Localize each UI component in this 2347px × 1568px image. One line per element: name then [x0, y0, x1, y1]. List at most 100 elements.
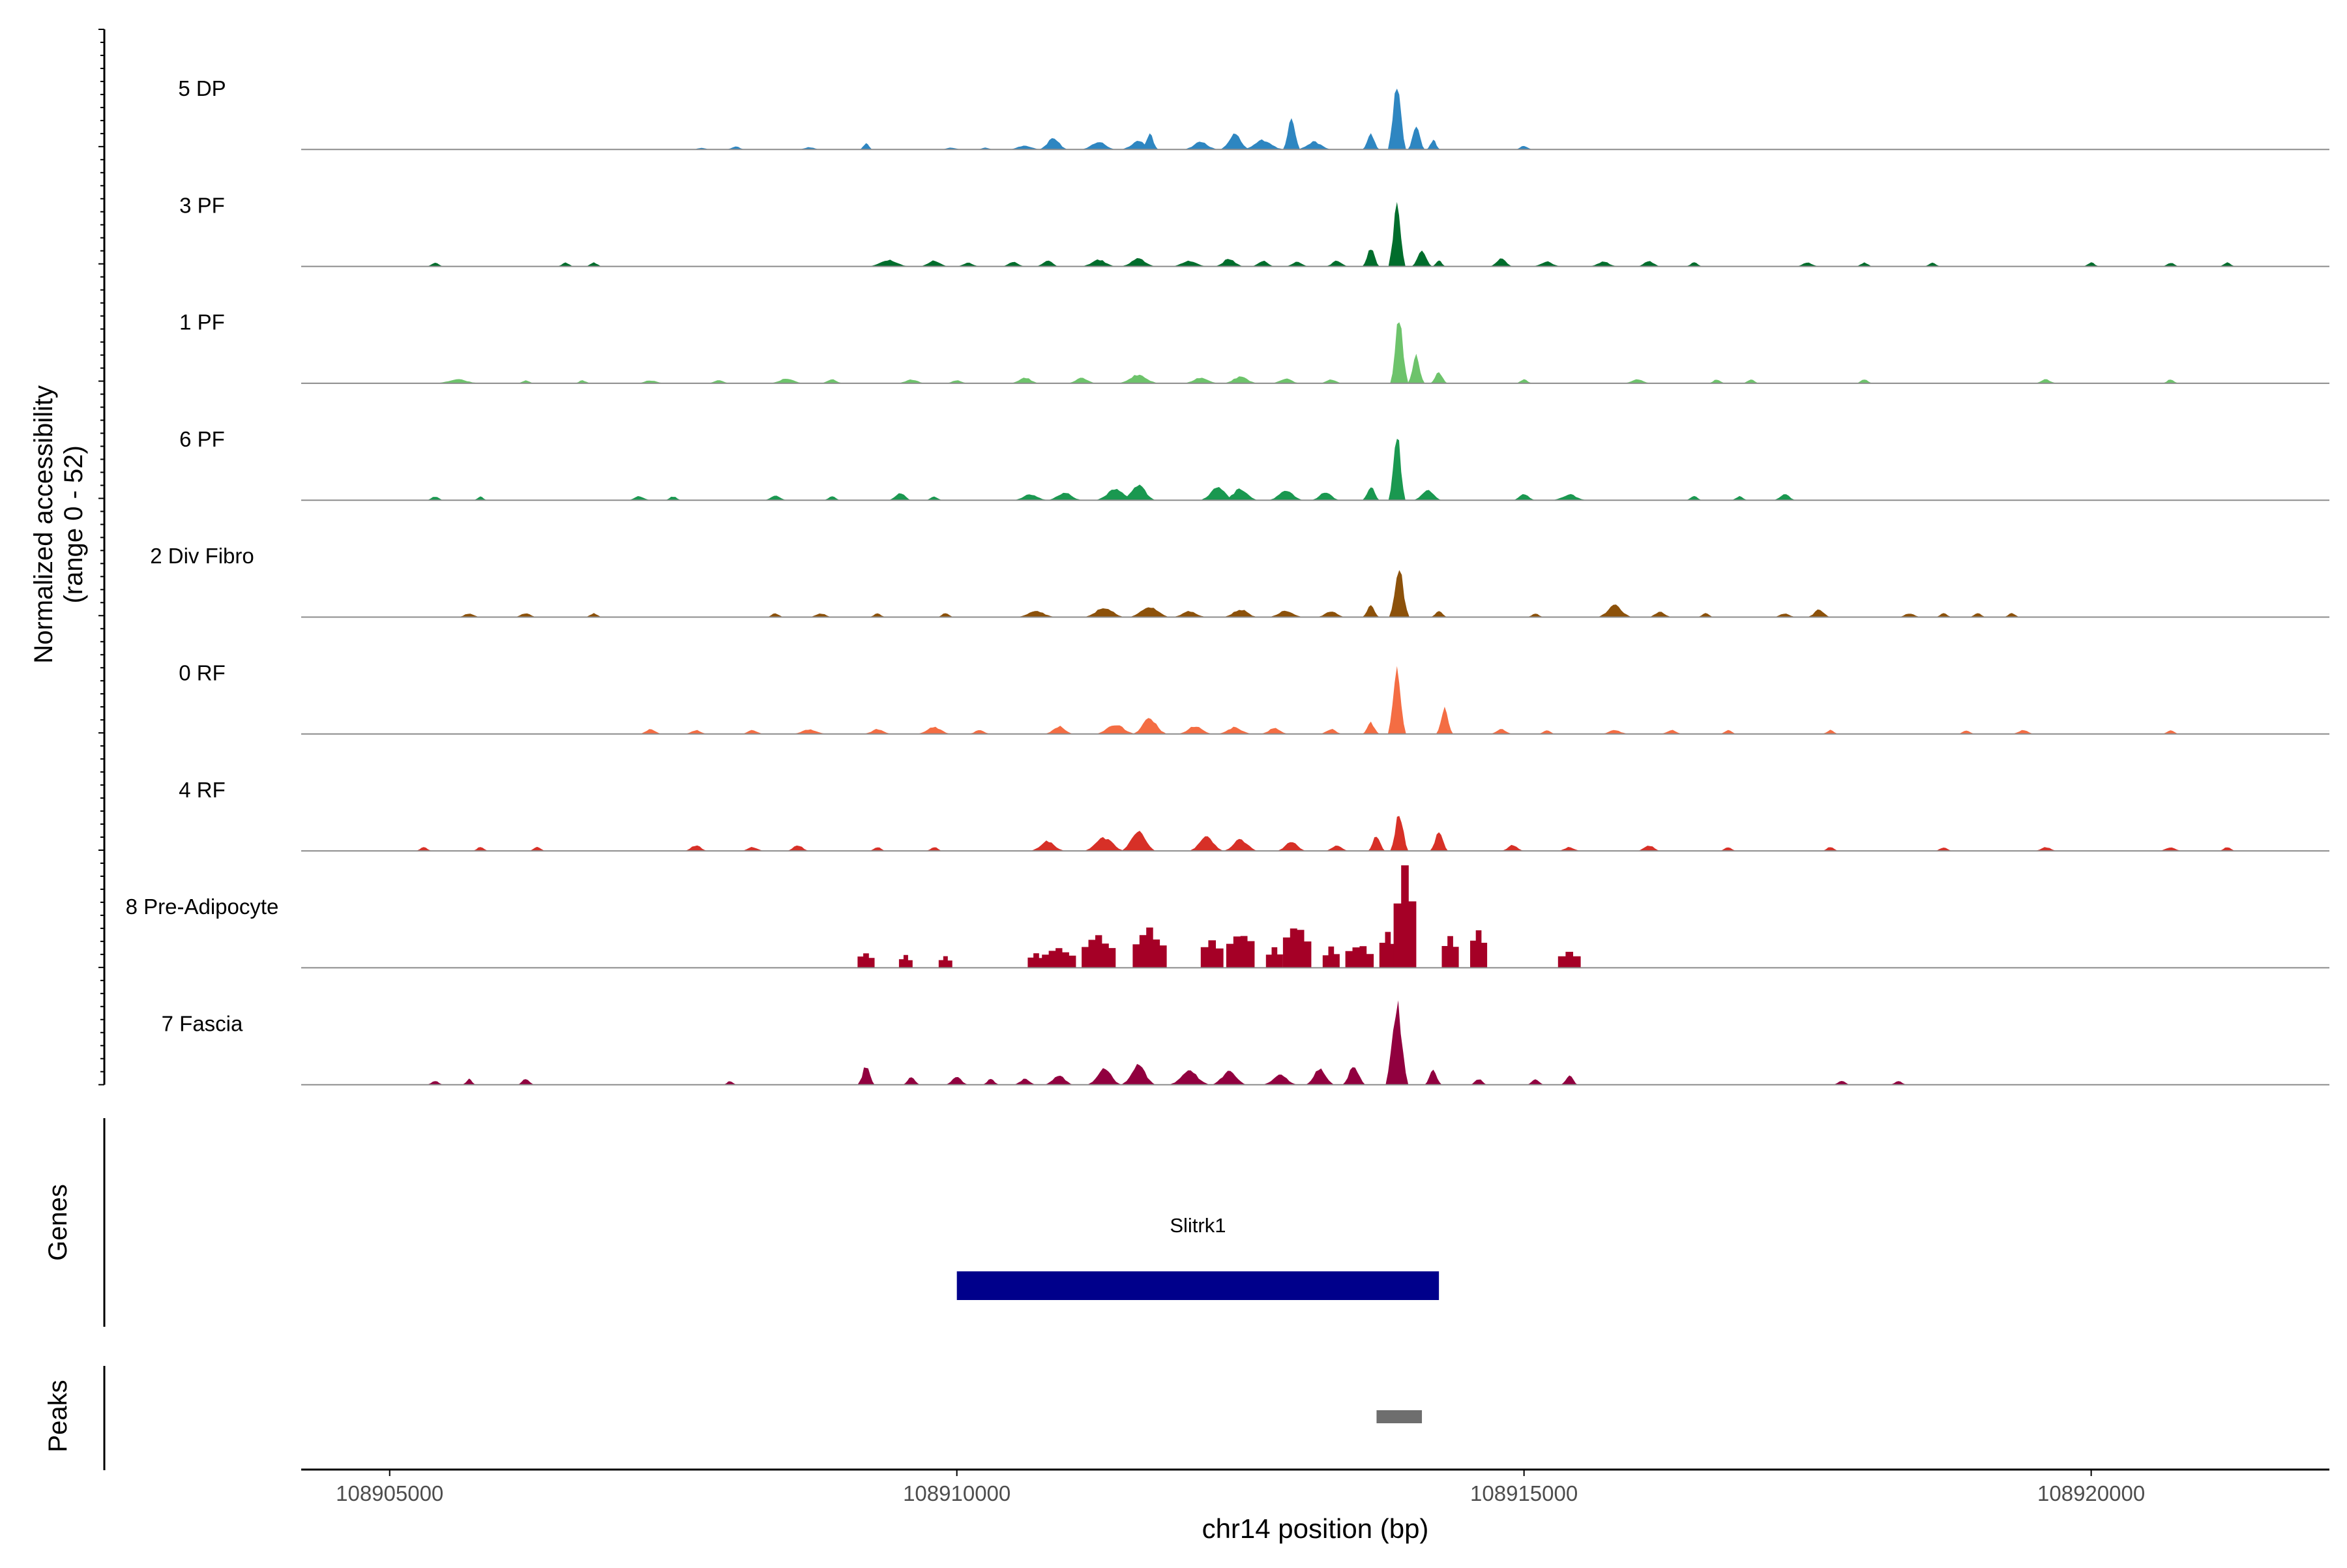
coverage-peak [1362, 721, 1380, 734]
track-4: 6 PF [179, 427, 2329, 501]
coverage-peak [1067, 377, 1096, 383]
coverage-peak [1282, 118, 1300, 150]
coverage-peak [1538, 730, 1556, 734]
coverage-peak [1223, 488, 1258, 501]
coverage-peak [792, 729, 827, 734]
coverage-peak [1390, 322, 1409, 383]
coverage-peak [1260, 728, 1289, 734]
track-7: 4 RF [179, 778, 2329, 852]
x-tick-label: 108905000 [336, 1481, 443, 1505]
coverage-peak [1589, 261, 1618, 267]
coverage-peak [1527, 614, 1544, 617]
coverage-peak [1490, 729, 1513, 734]
coverage-peak [1036, 260, 1059, 267]
coverage-peak [1223, 376, 1258, 383]
coverage-peak [1220, 133, 1249, 150]
coverage-peak [857, 953, 875, 968]
coverage-peak [1320, 729, 1343, 734]
coverage-peak [1935, 613, 1953, 617]
coverage-peak [1362, 133, 1380, 150]
coverage-peak [1217, 726, 1252, 734]
coverage-peak [1924, 262, 1941, 267]
coverage-peak [1637, 261, 1661, 267]
coverage-peak [1822, 847, 1839, 851]
coverage-peak [1121, 258, 1156, 267]
track-label: 4 RF [179, 778, 226, 802]
track-label: 2 Div Fibro [150, 544, 254, 568]
coverage-peak [1082, 259, 1116, 267]
coverage-peak [868, 613, 886, 617]
coverage-peak [1833, 1081, 1850, 1085]
coverage-peak [585, 262, 602, 267]
coverage-peak [1172, 611, 1207, 617]
coverage-peak [1011, 377, 1039, 383]
coverage-peak [1557, 847, 1581, 851]
genes-panel-label: Genes [44, 1184, 72, 1261]
coverage-peak [1393, 865, 1417, 968]
coverage-peak [1223, 838, 1258, 851]
track-label: 5 DP [178, 76, 226, 100]
track-label: 0 RF [179, 661, 226, 685]
coverage-peak [1311, 492, 1340, 501]
coverage-peak [2219, 262, 2236, 267]
coverage-peak [528, 846, 546, 851]
coverage-peak [639, 729, 662, 734]
coverage-peak [1388, 201, 1406, 267]
coverage-peak [1552, 494, 1587, 501]
coverage-peak [1141, 133, 1159, 150]
coverage-peak [1223, 610, 1258, 617]
coverage-peak [458, 614, 480, 617]
coverage-peak [1263, 1074, 1297, 1085]
coverage-peak [1271, 378, 1300, 383]
coverage-peak [1855, 262, 1873, 267]
gene-label: Slitrk1 [1170, 1214, 1226, 1237]
coverage-peak [1305, 1068, 1335, 1085]
coverage-peak [2082, 262, 2100, 267]
coverage-peak [707, 380, 730, 383]
coverage-peak [889, 493, 912, 501]
coverage-peak [1013, 494, 1048, 501]
coverage-peak [1200, 487, 1235, 501]
coverage-peak [685, 845, 707, 851]
coverage-peak [1430, 611, 1448, 617]
coverage-peak [1368, 836, 1385, 851]
coverage-peak [920, 260, 949, 267]
track-label: 8 Pre-Adipocyte [126, 895, 279, 919]
x-tick-label: 108920000 [2037, 1481, 2145, 1505]
track-label: 6 PF [179, 427, 225, 451]
coverage-peak [1430, 372, 1448, 383]
coverage-peak [2034, 379, 2058, 383]
coverage-peak [473, 496, 488, 501]
coverage-peak [769, 379, 804, 383]
coverage-peak [1286, 261, 1309, 267]
coverage-peak [938, 956, 952, 968]
coverage-peak [1269, 610, 1303, 617]
coverage-peak [1685, 496, 1703, 501]
coverage-peak [1389, 570, 1410, 617]
coverage-peak [1685, 262, 1703, 267]
coverage-peak [868, 847, 886, 851]
track-1: 5 DP [178, 76, 2329, 151]
coverage-peak [1265, 947, 1283, 968]
coverage-peak [1430, 832, 1449, 851]
track-6: 0 RF [179, 661, 2329, 735]
coverage-peak [1387, 88, 1406, 150]
coverage-peak [1660, 730, 1683, 734]
track-9: 7 Fascia [162, 1000, 2329, 1086]
coverage-peak [2003, 613, 2020, 617]
coverage-peak [1008, 145, 1042, 150]
coverage-peak [1118, 374, 1159, 383]
coverage-peak [968, 730, 991, 734]
coverage-peak [925, 847, 943, 851]
coverage-peak [1436, 706, 1453, 734]
track-5: 2 Div Fibro [150, 544, 2329, 618]
coverage-peak [1042, 948, 1076, 968]
coverage-peak [415, 847, 432, 851]
track-label: 7 Fascia [162, 1011, 243, 1035]
coverage-peak [1226, 936, 1255, 968]
gene-bar [956, 1271, 1439, 1300]
coverage-peak [786, 845, 810, 851]
coverage-peak [426, 263, 444, 267]
coverage-peak [1935, 848, 1953, 851]
